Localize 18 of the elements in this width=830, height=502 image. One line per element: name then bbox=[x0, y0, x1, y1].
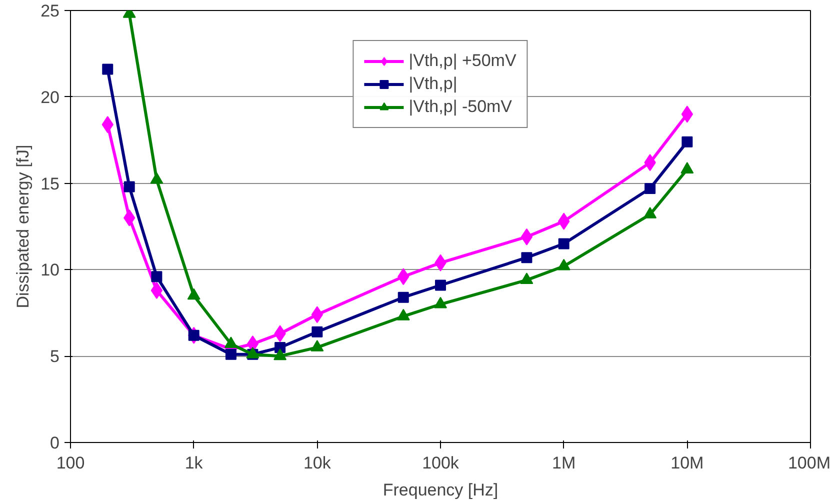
y-tick-label: 5 bbox=[50, 347, 60, 366]
x-tick-label: 1k bbox=[184, 454, 204, 472]
x-tick-label: 1M bbox=[552, 454, 576, 472]
legend-label: |Vth,p| bbox=[408, 74, 458, 94]
legend-label: |Vth,p| -50mV bbox=[408, 97, 512, 117]
x-tick-label: 100M bbox=[788, 454, 830, 472]
legend-label: |Vth,p| +50mV bbox=[408, 51, 516, 71]
x-tick-label: 100 bbox=[56, 454, 85, 472]
y-tick-label: 15 bbox=[40, 174, 60, 194]
y-axis-title: Dissipated energy [fJ] bbox=[14, 144, 33, 308]
x-tick-label: 100k bbox=[422, 454, 460, 472]
x-tick-label: 10k bbox=[303, 454, 332, 472]
y-tick-label: 0 bbox=[50, 434, 60, 452]
y-tick-label: 10 bbox=[40, 260, 60, 280]
x-tick-label: 10M bbox=[670, 454, 704, 472]
y-tick-label: 25 bbox=[40, 2, 60, 20]
y-tick-label: 20 bbox=[40, 88, 60, 107]
x-axis-title: Frequency [Hz] bbox=[382, 480, 498, 500]
